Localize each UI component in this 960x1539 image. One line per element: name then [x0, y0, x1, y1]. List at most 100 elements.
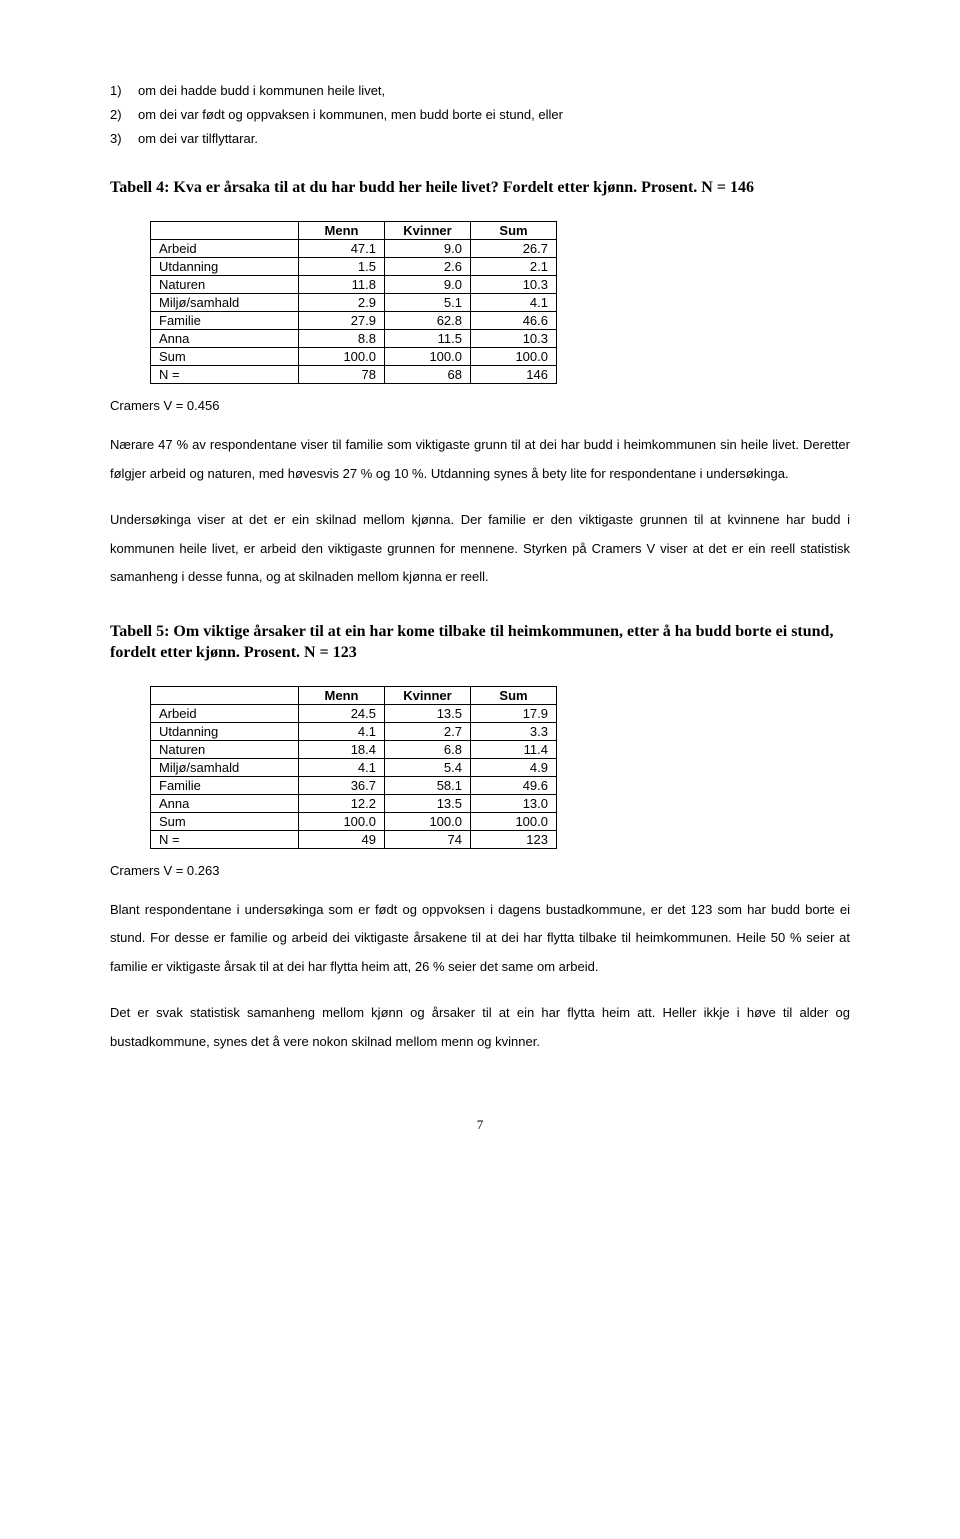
row-label: Naturen [151, 276, 299, 294]
cell: 100.0 [299, 348, 385, 366]
table-row: Familie36.758.149.6 [151, 776, 557, 794]
row-label: Utdanning [151, 722, 299, 740]
table-header: Menn [299, 686, 385, 704]
table-header: Kvinner [385, 686, 471, 704]
cell: 123 [471, 830, 557, 848]
paragraph: Blant respondentane i undersøkinga som e… [110, 896, 850, 982]
cell: 49.6 [471, 776, 557, 794]
table4-title: Tabell 4: Kva er årsaka til at du har bu… [110, 178, 850, 199]
row-label: N = [151, 366, 299, 384]
row-label: Familie [151, 776, 299, 794]
list-item: 2) om dei var født og oppvaksen i kommun… [110, 104, 850, 126]
table-row: Naturen11.89.010.3 [151, 276, 557, 294]
table-row: Sum100.0100.0100.0 [151, 812, 557, 830]
row-label: Miljø/samhald [151, 294, 299, 312]
cell: 13.5 [385, 704, 471, 722]
cell: 4.9 [471, 758, 557, 776]
cell: 17.9 [471, 704, 557, 722]
list-number: 1) [110, 80, 138, 102]
table-header [151, 222, 299, 240]
table-row: Arbeid24.513.517.9 [151, 704, 557, 722]
table5-cramers: Cramers V = 0.263 [110, 863, 850, 878]
page-number: 7 [110, 1117, 850, 1133]
cell: 2.9 [299, 294, 385, 312]
cell: 5.4 [385, 758, 471, 776]
table-row: Familie27.962.846.6 [151, 312, 557, 330]
cell: 5.1 [385, 294, 471, 312]
cell: 74 [385, 830, 471, 848]
table4: Menn Kvinner Sum Arbeid47.19.026.7 Utdan… [150, 221, 557, 384]
cell: 100.0 [385, 812, 471, 830]
row-label: Familie [151, 312, 299, 330]
cell: 47.1 [299, 240, 385, 258]
row-label: Anna [151, 794, 299, 812]
table-header: Sum [471, 686, 557, 704]
row-label: Naturen [151, 740, 299, 758]
cell: 78 [299, 366, 385, 384]
cell: 9.0 [385, 240, 471, 258]
list-text: om dei hadde budd i kommunen heile livet… [138, 80, 850, 102]
table-header: Kvinner [385, 222, 471, 240]
cell: 62.8 [385, 312, 471, 330]
row-label: Sum [151, 348, 299, 366]
cell: 9.0 [385, 276, 471, 294]
table-header-row: Menn Kvinner Sum [151, 222, 557, 240]
cell: 12.2 [299, 794, 385, 812]
list-text: om dei var tilflyttarar. [138, 128, 850, 150]
cell: 100.0 [471, 812, 557, 830]
paragraph: Nærare 47 % av respondentane viser til f… [110, 431, 850, 488]
table-row: Anna12.213.513.0 [151, 794, 557, 812]
table4-cramers: Cramers V = 0.456 [110, 398, 850, 413]
table-header-row: Menn Kvinner Sum [151, 686, 557, 704]
cell: 13.0 [471, 794, 557, 812]
cell: 100.0 [471, 348, 557, 366]
row-label: Sum [151, 812, 299, 830]
table-row: Anna8.811.510.3 [151, 330, 557, 348]
cell: 11.4 [471, 740, 557, 758]
document-page: 1) om dei hadde budd i kommunen heile li… [0, 0, 960, 1173]
cell: 10.3 [471, 330, 557, 348]
table5: Menn Kvinner Sum Arbeid24.513.517.9 Utda… [150, 686, 557, 849]
cell: 6.8 [385, 740, 471, 758]
cell: 11.5 [385, 330, 471, 348]
cell: 3.3 [471, 722, 557, 740]
cell: 2.6 [385, 258, 471, 276]
table-header [151, 686, 299, 704]
row-label: Arbeid [151, 240, 299, 258]
table-row: Naturen18.46.811.4 [151, 740, 557, 758]
table5-title: Tabell 5: Om viktige årsaker til at ein … [110, 622, 850, 664]
cell: 4.1 [471, 294, 557, 312]
list-text: om dei var født og oppvaksen i kommunen,… [138, 104, 850, 126]
cell: 100.0 [385, 348, 471, 366]
list-number: 3) [110, 128, 138, 150]
cell: 100.0 [299, 812, 385, 830]
numbered-list: 1) om dei hadde budd i kommunen heile li… [110, 80, 850, 150]
cell: 4.1 [299, 722, 385, 740]
cell: 58.1 [385, 776, 471, 794]
cell: 46.6 [471, 312, 557, 330]
cell: 26.7 [471, 240, 557, 258]
table-row: Sum100.0100.0100.0 [151, 348, 557, 366]
table-row: Arbeid47.19.026.7 [151, 240, 557, 258]
table-row: Miljø/samhald2.95.14.1 [151, 294, 557, 312]
row-label: N = [151, 830, 299, 848]
table-row: N =4974123 [151, 830, 557, 848]
table-row: Miljø/samhald4.15.44.9 [151, 758, 557, 776]
cell: 18.4 [299, 740, 385, 758]
cell: 1.5 [299, 258, 385, 276]
list-item: 1) om dei hadde budd i kommunen heile li… [110, 80, 850, 102]
paragraph: Undersøkinga viser at det er ein skilnad… [110, 506, 850, 592]
cell: 146 [471, 366, 557, 384]
paragraph: Det er svak statistisk samanheng mellom … [110, 999, 850, 1056]
cell: 36.7 [299, 776, 385, 794]
row-label: Utdanning [151, 258, 299, 276]
table-row: Utdanning1.52.62.1 [151, 258, 557, 276]
table-row: Utdanning4.12.73.3 [151, 722, 557, 740]
cell: 10.3 [471, 276, 557, 294]
list-item: 3) om dei var tilflyttarar. [110, 128, 850, 150]
cell: 2.7 [385, 722, 471, 740]
cell: 11.8 [299, 276, 385, 294]
cell: 27.9 [299, 312, 385, 330]
cell: 2.1 [471, 258, 557, 276]
cell: 8.8 [299, 330, 385, 348]
